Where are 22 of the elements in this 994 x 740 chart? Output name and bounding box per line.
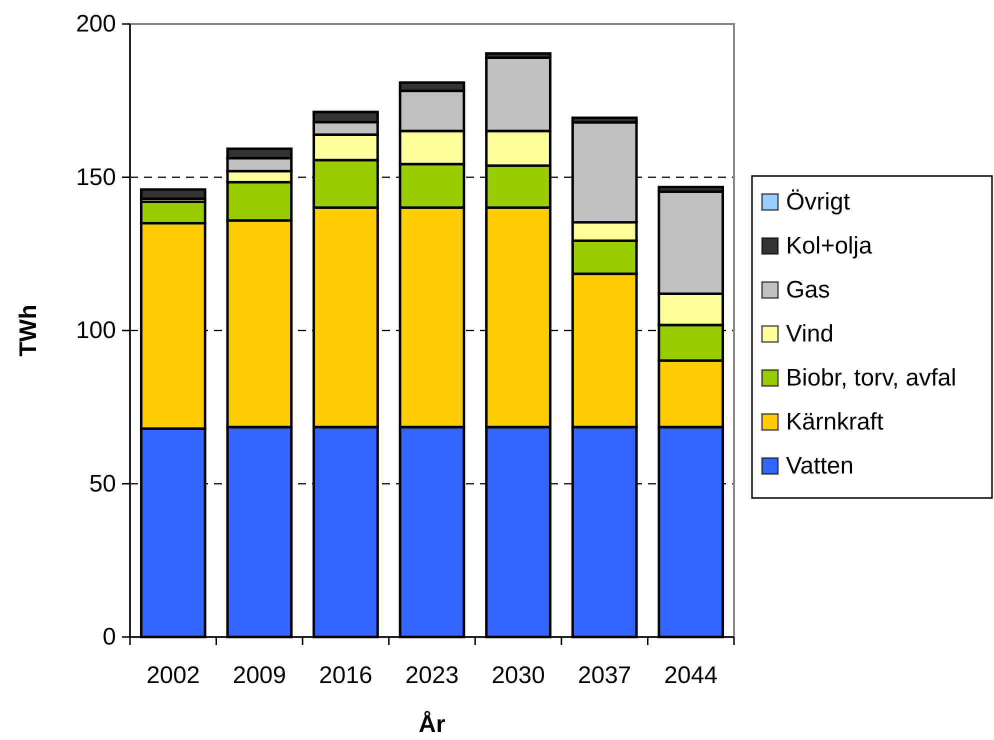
legend-label: Gas (786, 276, 830, 304)
legend-label: Vind (786, 320, 834, 348)
y-tick-label: 100 (76, 317, 116, 344)
legend-label: Vatten (786, 452, 854, 480)
legend-label: Kol+olja (786, 232, 873, 260)
x-axis-title: År (418, 710, 446, 738)
x-tick-label: 2037 (578, 662, 632, 689)
y-axis-title: TWh (15, 304, 42, 356)
x-tick-label: 2023 (405, 662, 459, 689)
legend-label: Övrigt (786, 188, 850, 216)
x-tick-label: 2044 (664, 662, 718, 689)
legend-label: Biobr, torv, avfal (786, 364, 956, 392)
x-tick-label: 2030 (492, 662, 545, 689)
y-tick-label: 200 (76, 10, 116, 38)
x-tick-label: 2002 (146, 662, 200, 689)
x-tick-label: 2016 (319, 662, 372, 689)
y-tick-label: 0 (102, 624, 116, 650)
bar (140, 188, 206, 200)
x-tick-label: 2009 (232, 662, 286, 689)
y-tick-label: 50 (89, 470, 116, 498)
y-tick-label: 150 (76, 164, 116, 191)
legend-label: Kärnkraft (786, 408, 884, 436)
